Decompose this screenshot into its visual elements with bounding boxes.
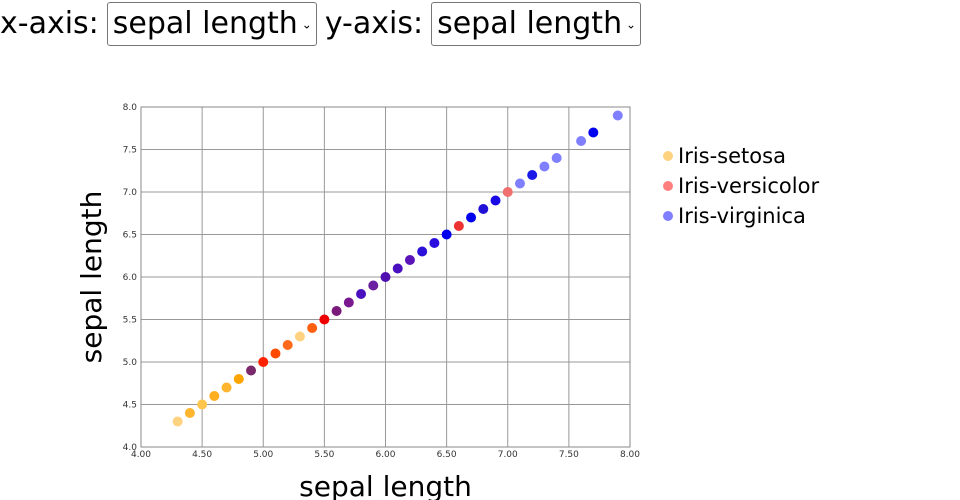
legend-marker [663,211,673,221]
y-axis-title: sepal length [75,191,108,364]
x-tick-label: 6.50 [437,450,457,460]
data-point[interactable] [514,178,525,189]
chevron-down-icon: ⌄ [626,17,637,32]
legend-label: Iris-versicolor [678,174,819,198]
x-tick-label: 6.00 [375,450,395,460]
y-tick-label: 7.5 [123,146,137,156]
data-point[interactable] [478,204,489,214]
data-point[interactable] [233,374,244,384]
y-tick-label: 6.5 [123,231,137,241]
axis-controls: x-axis: sepal length ⌄ y-axis: sepal len… [0,0,642,48]
y-tick-label: 5.5 [123,316,137,326]
data-point[interactable] [197,399,208,410]
x-axis-label: x-axis: [0,6,99,41]
data-point[interactable] [404,255,415,265]
data-point[interactable] [453,221,464,231]
x-axis-title: sepal length [299,470,472,500]
data-point[interactable] [343,297,354,308]
data-point[interactable] [221,382,232,393]
data-point[interactable] [380,272,391,282]
data-point[interactable] [441,229,452,240]
y-axis-label: y-axis: [324,6,424,41]
data-point[interactable] [172,416,183,427]
x-axis-ticks: 4.00 4.50 5.00 5.50 6.00 6.50 7.00 7.50 8.00 [131,450,640,460]
data-point[interactable] [331,306,342,316]
y-axis-select-value: sepal length [437,6,623,41]
x-tick-label: 7.50 [559,450,579,460]
x-axis-select-value: sepal length [112,6,298,41]
data-point[interactable] [258,357,269,367]
data-point[interactable] [502,187,513,197]
x-tick-label: 7.00 [498,450,518,460]
y-tick-label: 8.0 [123,103,138,113]
data-point[interactable] [417,246,428,257]
data-point[interactable] [527,170,538,180]
chevron-down-icon: ⌄ [301,17,312,32]
x-axis-select[interactable]: sepal length ⌄ [106,2,317,46]
x-tick-label: 4.00 [131,450,151,460]
data-point[interactable] [319,314,330,325]
x-tick-label: 5.50 [314,450,334,460]
data-point[interactable] [490,195,501,206]
data-point[interactable] [184,408,195,418]
legend: Iris-setosa Iris-versicolor Iris-virginica [663,144,819,228]
legend-label: Iris-setosa [678,144,786,168]
data-point[interactable] [466,212,477,223]
data-point[interactable] [368,280,379,291]
y-tick-label: 4.5 [123,401,137,411]
legend-label: Iris-virginica [678,204,806,228]
data-point[interactable] [612,110,623,121]
data-point[interactable] [282,340,293,350]
data-point[interactable] [392,263,403,274]
data-point[interactable] [576,136,587,146]
x-tick-label: 4.50 [192,450,212,460]
data-point[interactable] [294,331,305,342]
y-tick-label: 4.0 [123,443,138,453]
plot-area [140,106,631,448]
data-points [172,110,623,427]
y-axis-ticks: 4.0 4.5 5.0 5.5 6.0 6.5 7.0 7.5 8.0 [123,103,138,453]
data-point[interactable] [307,323,318,333]
data-point[interactable] [270,348,281,359]
data-point[interactable] [356,289,367,299]
data-point[interactable] [588,127,599,138]
legend-marker [663,181,673,191]
data-point[interactable] [429,238,440,248]
data-point[interactable] [539,161,550,172]
y-tick-label: 6.0 [123,273,138,283]
data-point[interactable] [551,153,562,163]
y-axis-select[interactable]: sepal length ⌄ [431,2,642,46]
y-tick-label: 7.0 [123,188,138,198]
y-tick-label: 5.0 [123,358,138,368]
x-tick-label: 5.00 [253,450,273,460]
legend-marker [663,151,673,161]
data-point[interactable] [246,365,257,376]
x-tick-label: 8.00 [620,450,640,460]
data-point[interactable] [209,391,220,401]
